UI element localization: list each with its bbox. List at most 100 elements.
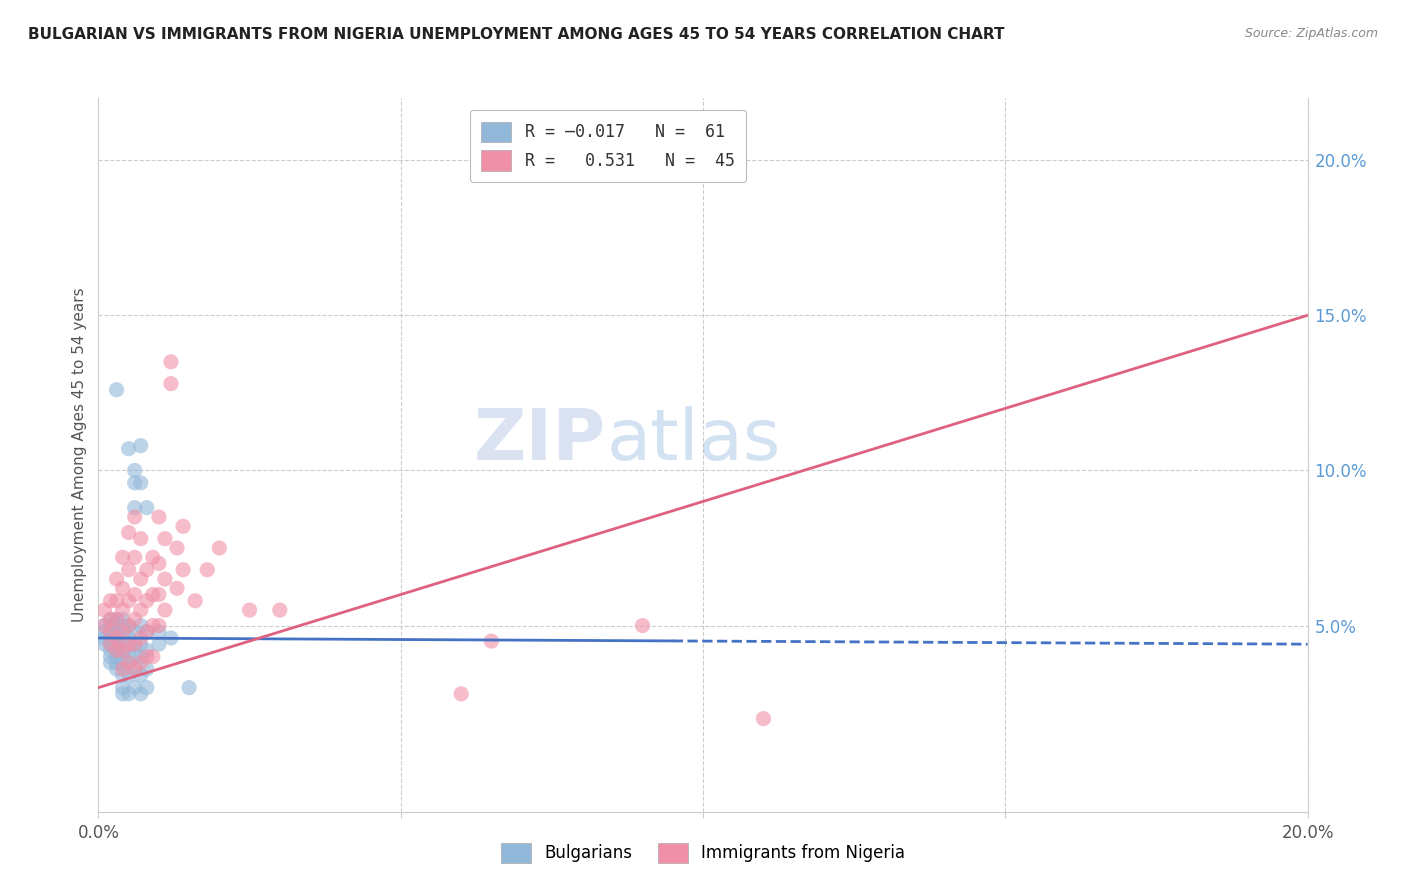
Point — [124, 649, 146, 664]
Point — [166, 582, 188, 596]
Point — [118, 563, 141, 577]
Point — [160, 376, 183, 391]
Point — [631, 618, 654, 632]
Point — [100, 637, 122, 651]
Point — [179, 681, 201, 695]
Point — [93, 618, 115, 632]
Point — [100, 624, 122, 639]
Point — [124, 637, 146, 651]
Point — [105, 593, 128, 607]
Point — [111, 612, 134, 626]
Point — [481, 634, 503, 648]
Point — [142, 618, 165, 632]
Point — [124, 662, 146, 676]
Point — [129, 439, 152, 453]
Point — [118, 668, 141, 682]
Point — [105, 572, 128, 586]
Point — [124, 463, 146, 477]
Point — [111, 603, 134, 617]
Point — [124, 500, 146, 515]
Point — [100, 612, 122, 626]
Point — [239, 603, 262, 617]
Point — [129, 649, 152, 664]
Point — [129, 572, 152, 586]
Point — [142, 550, 165, 565]
Point — [135, 563, 157, 577]
Text: BULGARIAN VS IMMIGRANTS FROM NIGERIA UNEMPLOYMENT AMONG AGES 45 TO 54 YEARS CORR: BULGARIAN VS IMMIGRANTS FROM NIGERIA UNE… — [28, 27, 1005, 42]
Point — [129, 668, 152, 682]
Point — [105, 662, 128, 676]
Point — [208, 541, 231, 555]
Point — [105, 612, 128, 626]
Point — [118, 643, 141, 657]
Point — [135, 681, 157, 695]
Point — [118, 656, 141, 670]
Point — [148, 618, 170, 632]
Point — [105, 624, 128, 639]
Point — [93, 624, 115, 639]
Point — [93, 603, 115, 617]
Point — [124, 510, 146, 524]
Point — [118, 637, 141, 651]
Point — [100, 656, 122, 670]
Point — [100, 593, 122, 607]
Point — [166, 541, 188, 555]
Point — [105, 643, 128, 657]
Point — [129, 656, 152, 670]
Point — [111, 643, 134, 657]
Point — [124, 624, 146, 639]
Point — [135, 593, 157, 607]
Point — [124, 550, 146, 565]
Point — [129, 603, 152, 617]
Point — [148, 588, 170, 602]
Point — [124, 681, 146, 695]
Point — [100, 612, 122, 626]
Point — [118, 631, 141, 645]
Point — [142, 588, 165, 602]
Point — [124, 637, 146, 651]
Point — [118, 618, 141, 632]
Point — [105, 643, 128, 657]
Point — [129, 631, 152, 645]
Point — [172, 519, 194, 533]
Point — [111, 656, 134, 670]
Point — [153, 603, 176, 617]
Point — [105, 383, 128, 397]
Point — [135, 624, 157, 639]
Point — [111, 687, 134, 701]
Point — [148, 510, 170, 524]
Point — [148, 624, 170, 639]
Point — [111, 618, 134, 632]
Point — [100, 624, 122, 639]
Point — [111, 662, 134, 676]
Point — [269, 603, 291, 617]
Point — [124, 588, 146, 602]
Point — [184, 593, 207, 607]
Point — [172, 563, 194, 577]
Point — [160, 631, 183, 645]
Point — [105, 656, 128, 670]
Point — [692, 153, 714, 168]
Point — [105, 618, 128, 632]
Point — [100, 618, 122, 632]
Point — [129, 532, 152, 546]
Point — [129, 637, 152, 651]
Point — [105, 612, 128, 626]
Point — [118, 656, 141, 670]
Point — [135, 624, 157, 639]
Point — [752, 712, 775, 726]
Point — [93, 631, 115, 645]
Point — [105, 649, 128, 664]
Point — [93, 618, 115, 632]
Point — [111, 643, 134, 657]
Point — [124, 662, 146, 676]
Point — [135, 649, 157, 664]
Text: atlas: atlas — [606, 406, 780, 475]
Point — [118, 618, 141, 632]
Point — [105, 631, 128, 645]
Point — [118, 687, 141, 701]
Point — [129, 475, 152, 490]
Point — [148, 637, 170, 651]
Point — [124, 475, 146, 490]
Point — [135, 500, 157, 515]
